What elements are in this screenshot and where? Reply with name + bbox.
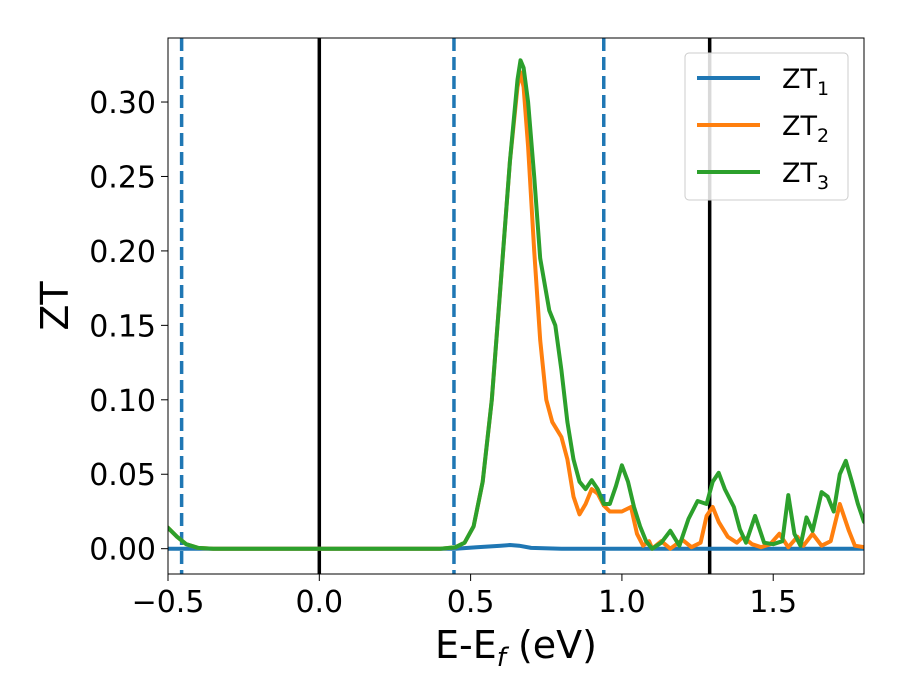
x-tick-label: 0.5 xyxy=(447,585,495,620)
y-tick-label: 0.20 xyxy=(89,235,156,270)
legend-label-3: ZT3 xyxy=(782,158,829,194)
x-tick-label: −0.5 xyxy=(132,585,205,620)
legend-label-2: ZT2 xyxy=(782,111,829,147)
y-axis-ticks: 0.00 0.05 0.10 0.15 0.20 0.25 0.30 xyxy=(89,86,168,568)
y-tick-label: 0.15 xyxy=(89,309,156,344)
legend: ZT1 ZT2 ZT3 xyxy=(684,52,849,201)
y-tick-label: 0.05 xyxy=(89,458,156,493)
x-tick-label: 1.0 xyxy=(598,585,646,620)
y-axis-title: ZT xyxy=(33,281,77,331)
y-tick-label: 0.25 xyxy=(89,160,156,195)
y-tick-label: 0.30 xyxy=(89,86,156,121)
legend-box xyxy=(684,52,849,201)
series-line-3 xyxy=(168,58,864,551)
y-tick-label: 0.10 xyxy=(89,384,156,419)
x-tick-label: 1.5 xyxy=(749,585,797,620)
plot-frame xyxy=(167,37,865,575)
x-axis-title-unit: (eV) xyxy=(506,623,597,667)
series-layer xyxy=(168,58,864,551)
legend-label-1: ZT1 xyxy=(782,64,829,100)
x-axis-title: E-Ef (eV) xyxy=(435,623,597,673)
x-axis-title-main: E-E xyxy=(435,623,497,667)
x-axis-ticks: −0.5 0.0 0.5 1.0 1.5 xyxy=(132,574,797,620)
x-tick-label: 0.0 xyxy=(295,585,343,620)
y-tick-label: 0.00 xyxy=(89,533,156,568)
